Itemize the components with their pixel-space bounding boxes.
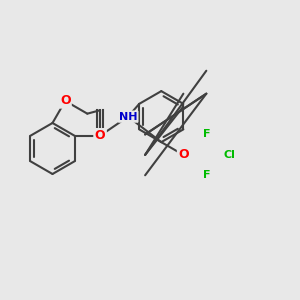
Text: O: O xyxy=(95,129,105,142)
Text: F: F xyxy=(202,170,210,180)
Text: O: O xyxy=(95,129,105,142)
Text: NH: NH xyxy=(119,112,137,122)
Text: Cl: Cl xyxy=(223,150,235,160)
Text: O: O xyxy=(178,148,189,161)
Text: O: O xyxy=(60,94,70,107)
Text: F: F xyxy=(202,130,210,140)
